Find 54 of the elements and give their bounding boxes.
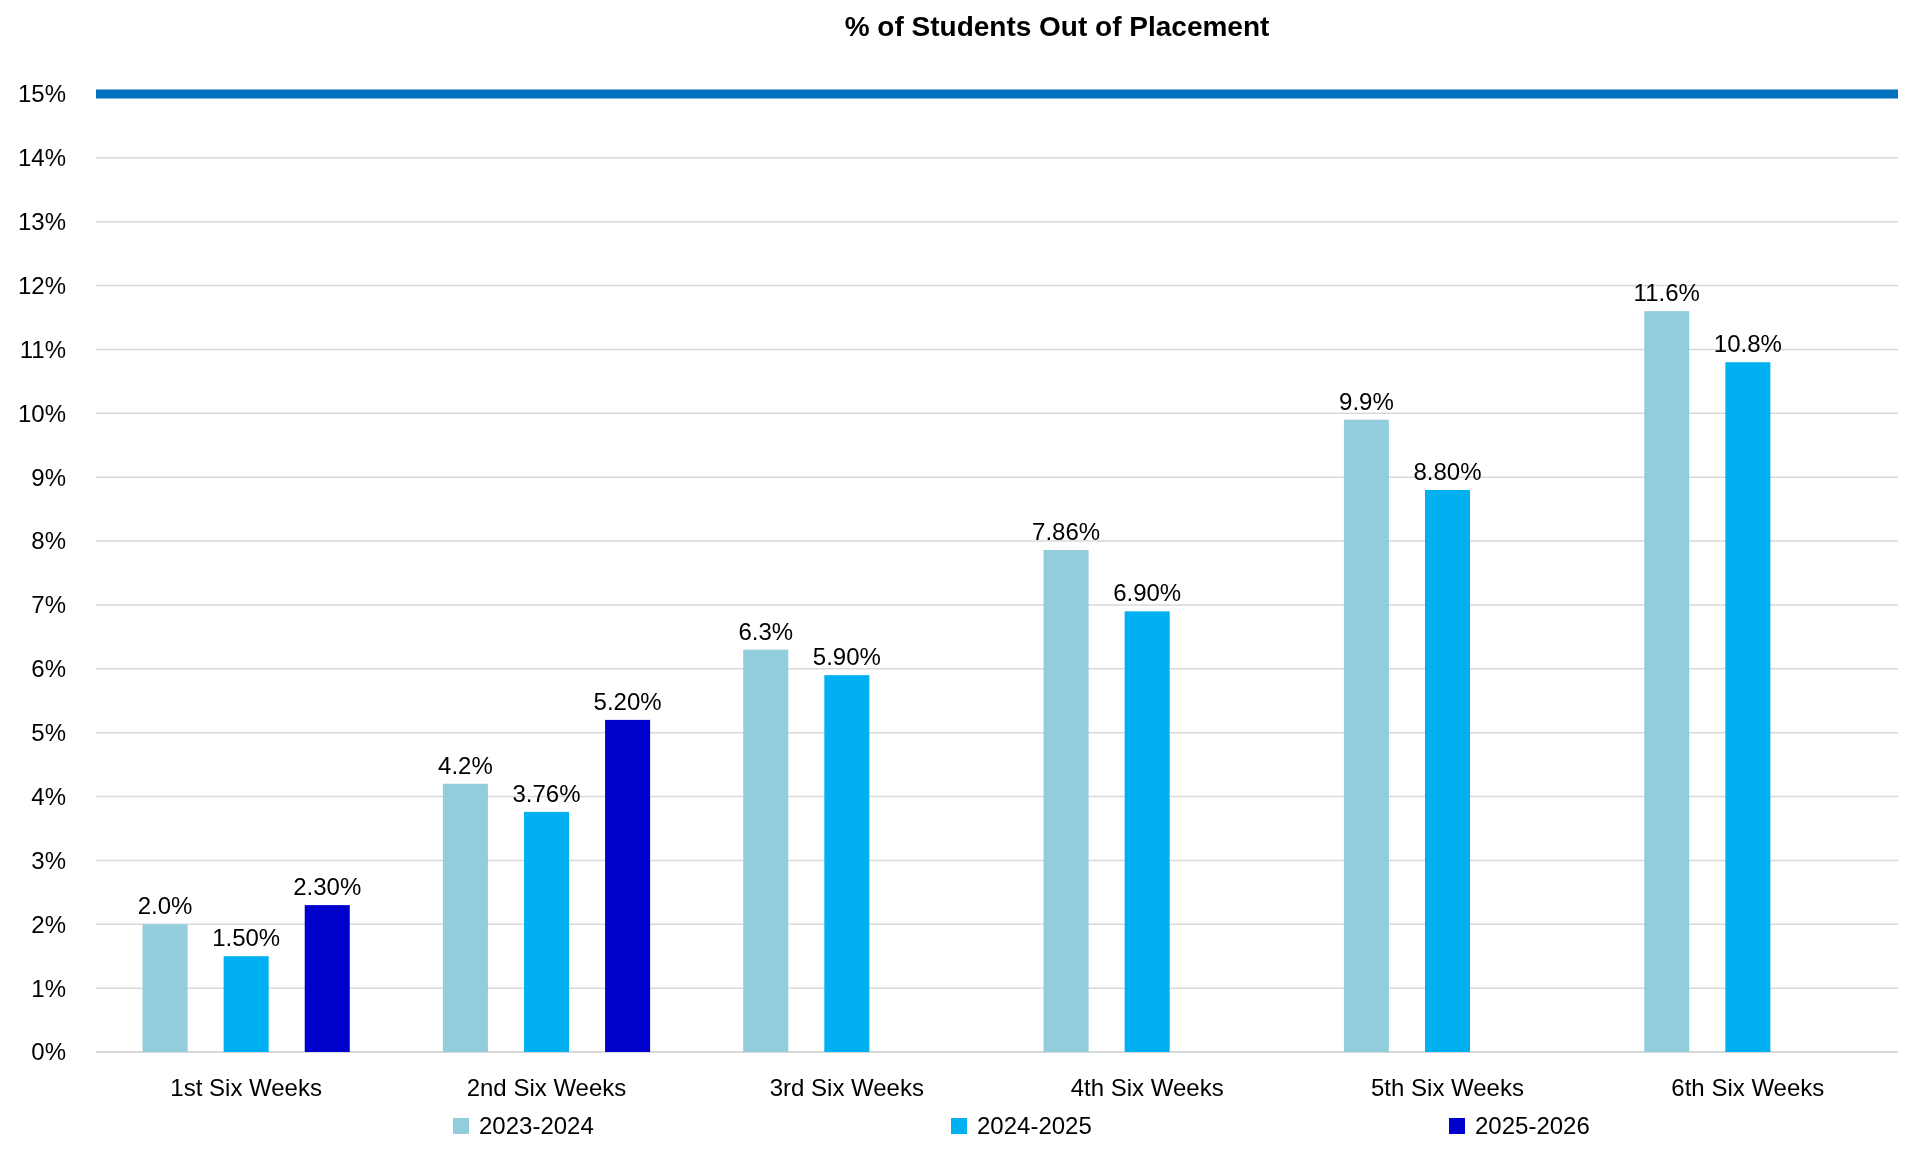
data-label: 4.2% bbox=[438, 751, 493, 779]
data-label: 8.80% bbox=[1413, 457, 1482, 485]
y-tick-label: 3% bbox=[31, 846, 66, 874]
x-tick-label: 5th Six Weeks bbox=[1371, 1074, 1524, 1101]
x-tick-label: 6th Six Weeks bbox=[1671, 1074, 1825, 1101]
data-label: 2.30% bbox=[293, 873, 362, 901]
y-tick-label: 8% bbox=[31, 527, 66, 555]
data-label: 1.50% bbox=[212, 924, 281, 952]
y-tick-label: 6% bbox=[31, 655, 66, 683]
data-label: 5.20% bbox=[593, 687, 662, 715]
data-label: 9.9% bbox=[1339, 387, 1394, 415]
legend-label: 2024-2025 bbox=[977, 1112, 1092, 1139]
y-tick-label: 0% bbox=[31, 1038, 66, 1066]
y-tick-label: 4% bbox=[31, 782, 66, 810]
data-label: 11.6% bbox=[1633, 279, 1700, 307]
data-label: 3.76% bbox=[512, 779, 581, 807]
bar bbox=[304, 905, 350, 1052]
y-tick-label: 10% bbox=[17, 399, 66, 427]
legend-label: 2023-2024 bbox=[479, 1112, 594, 1139]
y-tick-label: 12% bbox=[17, 272, 66, 299]
x-tick-label: 4th Six Weeks bbox=[1070, 1074, 1224, 1101]
x-tick-label: 1st Six Weeks bbox=[170, 1074, 322, 1101]
y-tick-label: 7% bbox=[31, 591, 66, 619]
bar bbox=[605, 719, 651, 1052]
y-tick-label: 5% bbox=[31, 719, 66, 747]
y-tick-label: 14% bbox=[17, 144, 66, 172]
y-tick-label: 11% bbox=[19, 335, 66, 363]
bar bbox=[743, 649, 789, 1052]
y-tick-label: 9% bbox=[31, 463, 66, 491]
bar bbox=[142, 924, 188, 1052]
bar bbox=[1725, 362, 1771, 1052]
bar bbox=[824, 675, 870, 1052]
data-label: 7.86% bbox=[1032, 518, 1101, 546]
y-tick-label: 1% bbox=[31, 974, 66, 1002]
x-tick-label: 3rd Six Weeks bbox=[769, 1074, 924, 1101]
y-tick-label: 2% bbox=[31, 910, 66, 938]
data-label: 5.90% bbox=[812, 643, 881, 671]
bar bbox=[442, 783, 488, 1052]
y-tick-label: 13% bbox=[17, 208, 66, 236]
x-tick-label: 2nd Six Weeks bbox=[466, 1074, 627, 1101]
data-label: 6.90% bbox=[1113, 579, 1182, 607]
data-label: 6.3% bbox=[738, 617, 794, 645]
bar bbox=[1124, 611, 1170, 1052]
data-label: 10.8% bbox=[1713, 330, 1782, 358]
y-tick-label: 15% bbox=[17, 80, 66, 108]
data-label: 2.0% bbox=[137, 892, 193, 920]
bar bbox=[1343, 419, 1389, 1052]
bar bbox=[1043, 550, 1089, 1052]
bar bbox=[1424, 489, 1471, 1052]
bar bbox=[523, 811, 570, 1052]
legend-label: 2025-2026 bbox=[1475, 1112, 1590, 1139]
bar bbox=[223, 956, 269, 1052]
chart-title: % of Students Out of Placement bbox=[844, 11, 1270, 42]
bar bbox=[1644, 311, 1690, 1052]
